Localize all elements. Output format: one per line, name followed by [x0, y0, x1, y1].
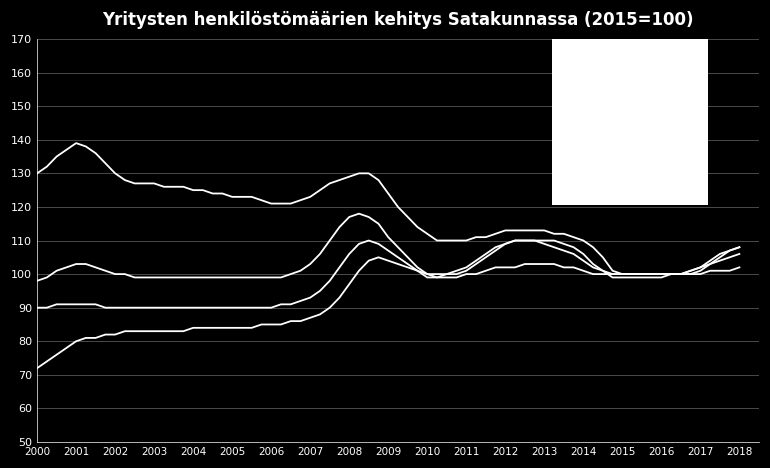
Title: Yritysten henkilöstömäärien kehitys Satakunnassa (2015=100): Yritysten henkilöstömäärien kehitys Sata… — [102, 11, 694, 29]
Bar — [552, 37, 708, 205]
